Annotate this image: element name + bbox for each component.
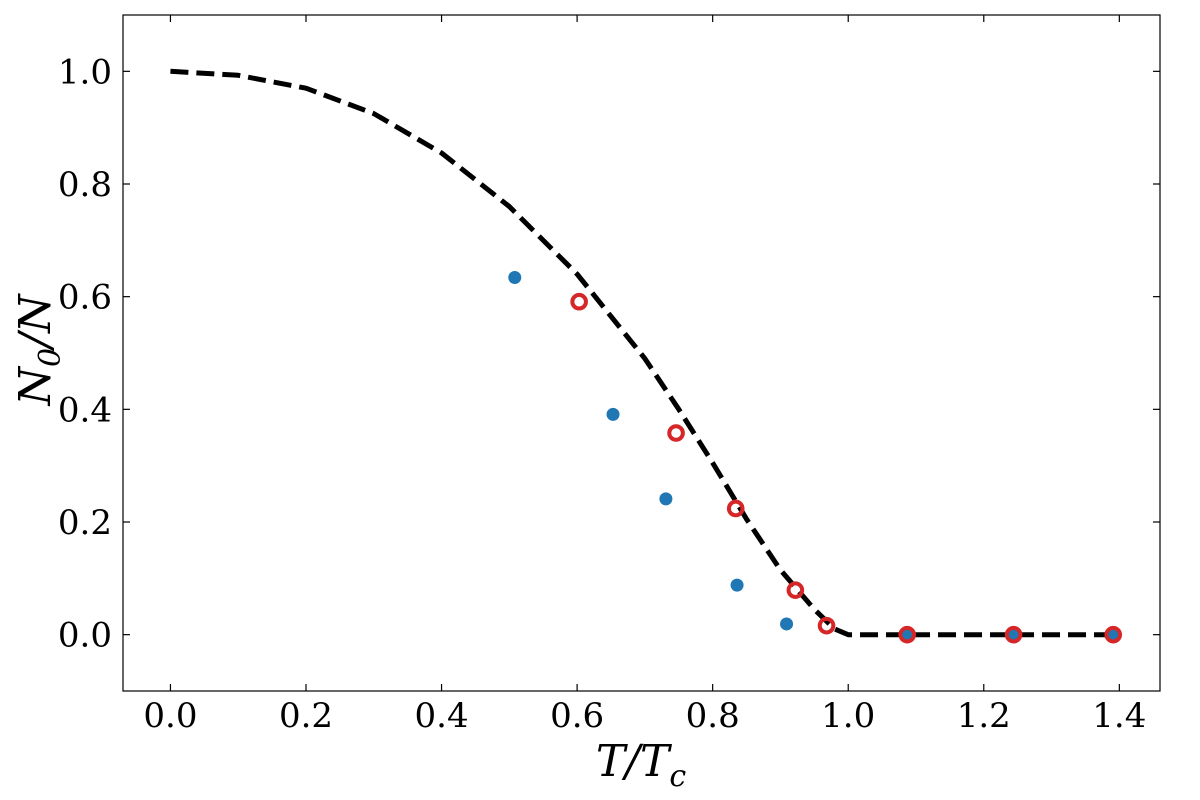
data-point-red — [786, 581, 805, 599]
x-axis-label: T/Tc — [596, 736, 687, 794]
y-tick-label: 1.0 — [58, 52, 112, 92]
y-tick-label: 0.2 — [58, 503, 112, 543]
x-tick-label: 0.0 — [143, 696, 197, 736]
data-point-blue — [900, 628, 914, 642]
data-point-blue — [1106, 628, 1120, 642]
x-tick-label: 0.8 — [686, 696, 740, 736]
data-point-red — [726, 499, 745, 518]
y-tick-label: 0.4 — [58, 390, 112, 430]
y-axis-label: N0/N — [10, 293, 68, 406]
plot-area — [170, 68, 1123, 644]
x-tick-label: 0.4 — [415, 696, 469, 736]
data-point-blue — [606, 407, 620, 421]
data-point-blue — [730, 578, 744, 592]
data-point-blue — [508, 271, 522, 285]
plot-frame — [122, 14, 1161, 692]
x-tick-label: 1.2 — [957, 696, 1011, 736]
data-point-blue — [659, 492, 673, 506]
data-point-red — [1004, 625, 1023, 644]
data-point-blue — [780, 617, 794, 631]
data-point-red — [570, 292, 588, 311]
y-tick-label: 0.0 — [58, 616, 112, 656]
x-tick-label: 0.6 — [550, 696, 604, 736]
x-tick-label: 0.2 — [279, 696, 333, 736]
y-tick-label: 0.6 — [58, 278, 112, 318]
x-tick-label: 1.0 — [821, 696, 875, 736]
data-point-red — [817, 616, 836, 635]
data-point-red — [898, 625, 916, 644]
data-point-red — [667, 424, 685, 442]
theory-curve — [170, 68, 1120, 638]
data-point-red — [1104, 625, 1123, 644]
y-tick-label: 0.8 — [58, 165, 112, 205]
x-tick-label: 1.4 — [1092, 696, 1146, 736]
ticks-layer: 0.0 0.2 0.4 0.6 0.8 1.0 1.2 1.4 0.0 0.2 0.4 0.6 0.8 1… — [58, 15, 1160, 736]
data-point-blue — [1007, 628, 1021, 642]
